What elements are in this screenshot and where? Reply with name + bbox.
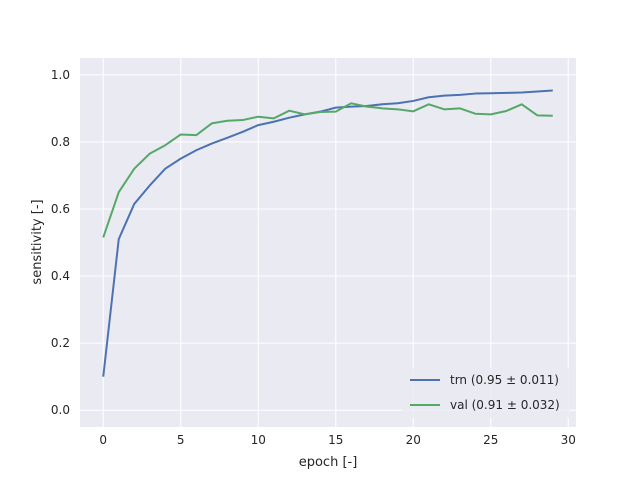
y-axis-label: sensitivity [-] [30, 199, 45, 284]
x-axis-label: epoch [-] [299, 455, 358, 470]
x-tick-label: 25 [483, 433, 498, 447]
series-lines [102, 89, 553, 377]
x-tick-label: 5 [177, 433, 185, 447]
grid [80, 58, 576, 427]
x-tick-label: 15 [328, 433, 343, 447]
legend: trn (0.95 ± 0.011) val (0.91 ± 0.032) [402, 368, 570, 418]
y-tick-label: 0.8 [51, 135, 70, 149]
y-tick-label: 0.0 [51, 403, 70, 417]
y-tick-label: 0.6 [51, 202, 70, 216]
plot-background [80, 58, 576, 427]
y-tick-label: 1.0 [51, 68, 70, 82]
legend-label-val: val (0.91 ± 0.032) [450, 398, 560, 412]
x-tick-label: 0 [99, 433, 107, 447]
tick-labels: 0 5 10 15 20 25 30 0.0 0.2 0.4 0.6 0.8 1.0 [51, 68, 576, 447]
x-tick-label: 20 [406, 433, 421, 447]
y-tick-label: 0.2 [51, 336, 70, 350]
x-tick-label: 10 [251, 433, 266, 447]
legend-label-trn: trn (0.95 ± 0.011) [450, 373, 559, 387]
series-line-trn [102, 89, 553, 377]
x-tick-label: 30 [561, 433, 576, 447]
series-line-val [102, 102, 553, 238]
y-tick-label: 0.4 [51, 269, 70, 283]
legend-box [402, 368, 570, 418]
